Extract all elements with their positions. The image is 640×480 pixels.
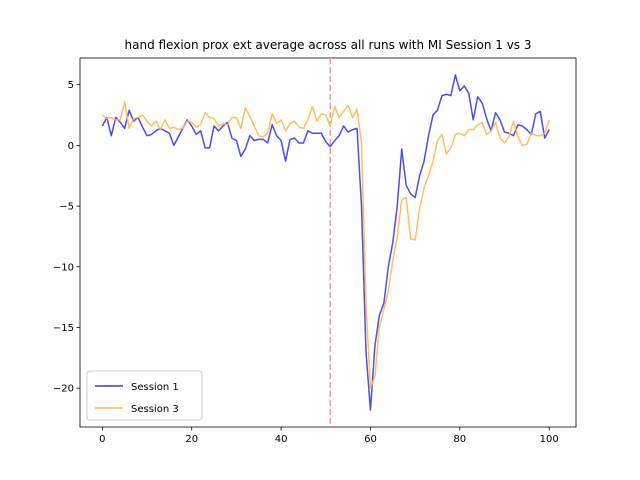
x-tick-label: 80 (453, 434, 466, 445)
legend: Session 1 Session 3 (86, 370, 203, 421)
x-tick-label: 40 (275, 434, 288, 445)
x-tick-label: 0 (99, 434, 105, 445)
legend-label: Session 3 (131, 404, 179, 415)
y-tick-label: 5 (68, 80, 74, 91)
y-tick-label: 0 (68, 141, 74, 152)
x-axis: 0 20 40 60 80 100 (99, 427, 559, 445)
y-axis: 5 0 −5 −10 −15 −20 (53, 80, 80, 395)
y-tick-label: −5 (59, 202, 74, 213)
series-line-session-3 (101, 100, 550, 389)
axes-frame (79, 57, 577, 428)
series-line-session-1 (101, 74, 550, 411)
y-tick-label: −15 (53, 323, 74, 334)
series-layer (101, 74, 550, 411)
y-tick-label: −20 (53, 384, 74, 395)
x-tick-label: 60 (364, 434, 377, 445)
x-tick-label: 20 (185, 434, 198, 445)
legend-label: Session 1 (131, 382, 179, 393)
chart-title: hand flexion prox ext average across all… (125, 38, 532, 52)
plot-area (79, 57, 577, 428)
y-tick-label: −10 (53, 262, 74, 273)
x-tick-label: 100 (540, 434, 559, 445)
